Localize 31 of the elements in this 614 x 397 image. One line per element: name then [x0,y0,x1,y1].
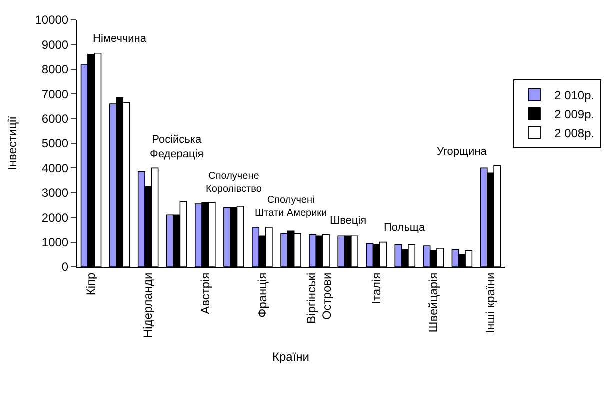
y-axis-title: Інвестиції [6,116,20,170]
x-tick-label: Швеція [330,215,367,227]
x-tick-label: Сполучені Штати Америки [255,195,328,219]
y-tick-label: 4000 [42,161,69,176]
x-tick-label: Російська Федерація [150,134,204,160]
x-tick-label: Віргінські Острови [304,272,334,324]
y-tick-label: 3000 [42,186,69,200]
legend-label: 2 009р. [554,108,595,122]
x-tick-label: Франція [255,272,270,318]
y-tick-label: 6000 [42,112,69,126]
x-tick-label: Німеччина [93,33,148,45]
y-tick-label: 9000 [42,38,69,52]
legend-label: 2 008р. [554,126,595,141]
y-tick-label: 2000 [42,210,69,225]
x-tick-label: Польща [384,222,426,234]
x-tick-label: Інші країни [484,272,498,334]
x-tick-label: Нідерланди [141,272,156,338]
y-tick-label: 1000 [42,236,69,250]
x-tick-label: Італія [370,272,384,304]
x-tick-label: Кіпр [84,272,98,296]
x-tick-label: Угорщина [437,146,488,158]
y-tick-label: 7000 [42,87,69,102]
x-axis-title: Країни [272,350,310,364]
x-tick-label: Швейцарія [426,272,441,333]
y-tick-label: 10000 [35,13,69,28]
x-tick-label: Австрія [198,272,212,314]
y-tick-label: 5000 [42,136,69,151]
x-tick-label: Сполучене Королівство [206,171,262,195]
y-tick-label: 0 [62,260,69,274]
legend-label: 2 010р. [554,88,595,103]
y-tick-label: 8000 [42,62,69,77]
